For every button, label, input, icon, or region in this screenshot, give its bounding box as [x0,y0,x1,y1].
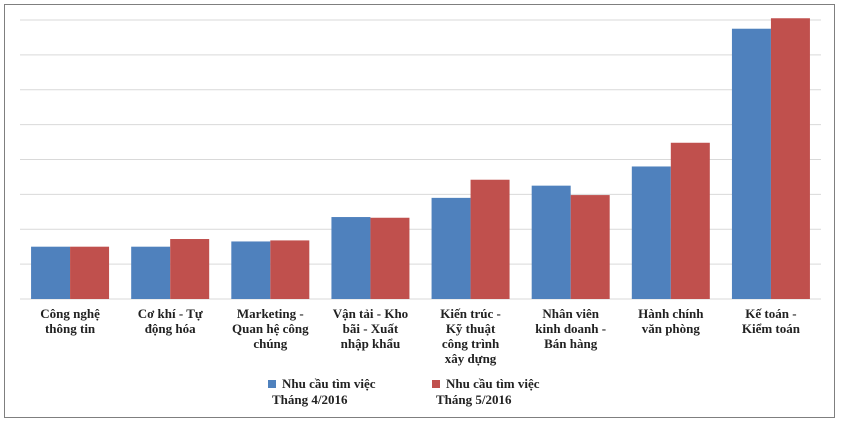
category-label-line: xây dựng [445,351,497,366]
bar-series1 [231,241,271,299]
legend-label: Nhu cầu tìm việc Tháng 5/2016 [436,376,540,407]
category-label-line: động hóa [145,321,196,336]
category-label-line: Marketing - [237,306,304,321]
bar-series1 [31,246,71,299]
category-label: Công nghệ thông tin [40,306,100,336]
category-label-line: Cơ khí - Tự [138,306,203,321]
category-label-line: công trình [442,336,500,351]
category-label-line: Hành chính [638,306,704,321]
bar-series1 [131,246,171,299]
category-label-line: thông tin [45,321,96,336]
category-labels: Công nghệ thông tin Cơ khí - Tự động hóa Mar… [40,306,801,366]
category-label-line: Kế toán - [745,306,796,321]
category-label: Hành chính văn phòng [638,306,704,336]
bar-series2 [570,195,610,299]
bar-series1 [431,197,471,299]
legend-swatch [268,380,276,388]
legend-label-line: Tháng 4/2016 [272,392,348,407]
category-label-line: văn phòng [642,321,701,336]
category-label: Cơ khí - Tự động hóa [138,306,203,336]
bar-series2 [770,18,810,299]
category-label-line: Kiến trúc - [440,306,501,321]
category-label: Kế toán -Kiểm toán [742,306,801,336]
category-label-line: chúng [253,336,287,351]
category-label-line: Vận tải - Kho [333,306,408,321]
category-label-line: Bán hàng [544,336,598,351]
legend-swatch [432,380,440,388]
category-label-line: kinh doanh - [535,321,606,336]
category-label-line: Công nghệ [40,306,100,321]
bar-series2 [270,240,310,299]
category-label: Kiến trúc -Kỹ thuật công trình xây dựng [440,306,501,366]
category-label-line: Quan hệ công [232,321,309,336]
category-label: Marketing -Quan hệ công chúng [232,306,309,351]
category-label: Nhân viên kinh doanh -Bán hàng [535,306,606,351]
bars [31,18,810,299]
bar-series2 [670,142,710,299]
bar-series2 [70,246,110,299]
legend-label-line: Nhu cầu tìm việc [446,376,540,391]
category-label-line: nhập khẩu [341,336,401,351]
category-label-line: Nhân viên [542,306,599,321]
legend-label-line: Tháng 5/2016 [436,392,512,407]
bar-series1 [731,28,771,299]
category-label: Vận tải - Kho bãi - Xuất nhập khẩu [333,306,408,351]
bar-series1 [331,217,371,299]
legend-label-line: Nhu cầu tìm việc [282,376,376,391]
bar-series2 [170,239,210,299]
bar-series2 [370,217,410,299]
bar-series1 [531,185,571,299]
bar-series1 [631,166,671,299]
bar-series2 [470,179,510,299]
legend-label: Nhu cầu tìm việc Tháng 4/2016 [272,376,376,407]
category-label-line: bãi - Xuất [343,321,399,336]
category-label-line: Kiểm toán [742,321,801,336]
category-label-line: Kỹ thuật [446,321,496,336]
